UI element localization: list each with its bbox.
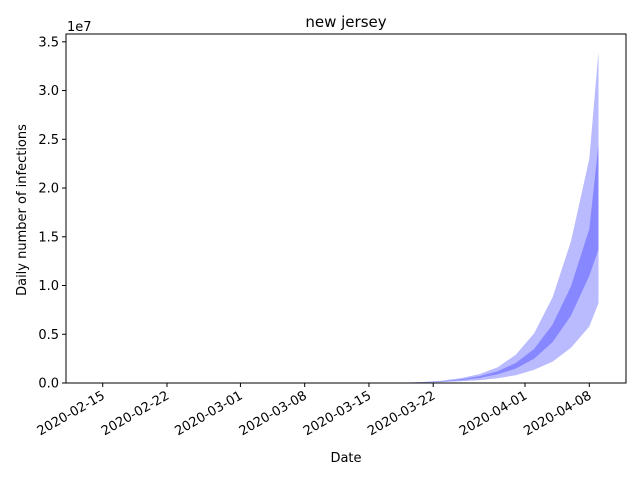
y-offset-label: 1e7 <box>67 20 92 35</box>
y-axis-title: Daily number of infections <box>15 124 30 296</box>
y-tick-label-0.5: 0.5 <box>38 328 59 343</box>
y-tick-label-0.0: 0.0 <box>38 377 59 392</box>
y-tick-label-2.0: 2.0 <box>38 182 59 197</box>
y-tick-label-1.0: 1.0 <box>38 279 59 294</box>
y-tick-label-3.0: 3.0 <box>38 84 59 99</box>
plot-frame <box>65 33 627 384</box>
y-tick-label-2.5: 2.5 <box>38 133 59 148</box>
y-tick-label-3.5: 3.5 <box>38 35 59 50</box>
y-tick-label-1.5: 1.5 <box>38 230 59 245</box>
x-axis-title: Date <box>330 451 361 466</box>
chart-title: new jersey <box>305 13 386 31</box>
